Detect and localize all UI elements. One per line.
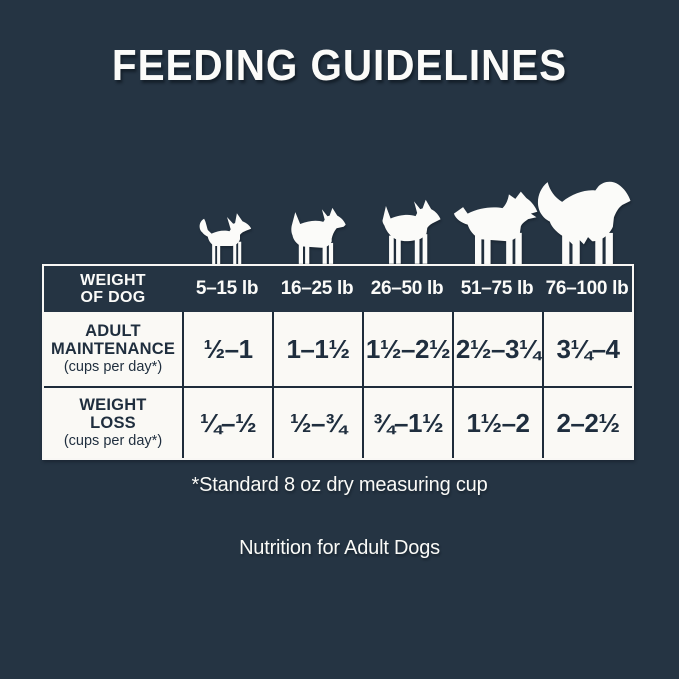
row-label-adult-maintenance: ADULT MAINTENANCE (cups per day*) (44, 312, 182, 386)
weight-range-header-4: 51–75 lb (460, 278, 534, 299)
feeding-amount-cell: ¾–1½ (364, 388, 452, 458)
feeding-amount-cell: 3¼–4 (544, 312, 632, 386)
feeding-amount-cell: 2½–3¼ (454, 312, 542, 386)
boxer-dog-icon (382, 199, 441, 264)
weight-of-dog-line2: OF DOG (80, 289, 146, 306)
weight-range-header-5: 76–100 lb (545, 278, 629, 299)
feeding-amount-cell: ¼–½ (184, 388, 272, 458)
feeding-amount-cell: 1–1½ (274, 312, 362, 386)
dog-slot-4 (452, 187, 542, 264)
measuring-cup-footnote: *Standard 8 oz dry measuring cup (191, 474, 488, 496)
weight-of-dog-header: WEIGHT OF DOG (44, 272, 182, 306)
weight-range-header-1: 5–15 lb (195, 278, 259, 299)
feeding-amount-cell: 1½–2 (454, 388, 542, 458)
weight-range-header-3: 26–50 lb (370, 278, 444, 299)
dog-slot-1 (182, 212, 272, 264)
feeding-amount-cell: 1½–2½ (364, 312, 452, 386)
terrier-dog-icon (291, 207, 346, 264)
chihuahua-dog-icon (199, 213, 252, 264)
feeding-amount-cell: ½–¾ (274, 388, 362, 458)
rottweiler-dog-icon (453, 191, 538, 264)
dog-slot-5 (537, 177, 632, 264)
retriever-dog-icon (537, 181, 631, 264)
dog-slot-3 (362, 198, 452, 264)
feeding-amount-cell: ½–1 (184, 312, 272, 386)
table-body: ADULT MAINTENANCE (cups per day*) ½–1 1–… (44, 312, 632, 458)
table-header-row: WEIGHT OF DOG 5–15 lb 16–25 lb 26–50 lb … (44, 266, 632, 312)
feeding-amount-cell: 2–2½ (544, 388, 632, 458)
weight-of-dog-line1: WEIGHT (80, 272, 146, 289)
adult-dogs-tagline: Nutrition for Adult Dogs (239, 537, 440, 559)
page-title: FEEDING GUIDELINES (111, 41, 568, 90)
feeding-table: WEIGHT OF DOG 5–15 lb 16–25 lb 26–50 lb … (42, 264, 634, 460)
dog-size-row (182, 176, 632, 264)
dog-slot-2 (272, 205, 362, 264)
row-label-weight-loss: WEIGHT LOSS (cups per day*) (44, 388, 182, 458)
weight-range-header-2: 16–25 lb (280, 278, 354, 299)
